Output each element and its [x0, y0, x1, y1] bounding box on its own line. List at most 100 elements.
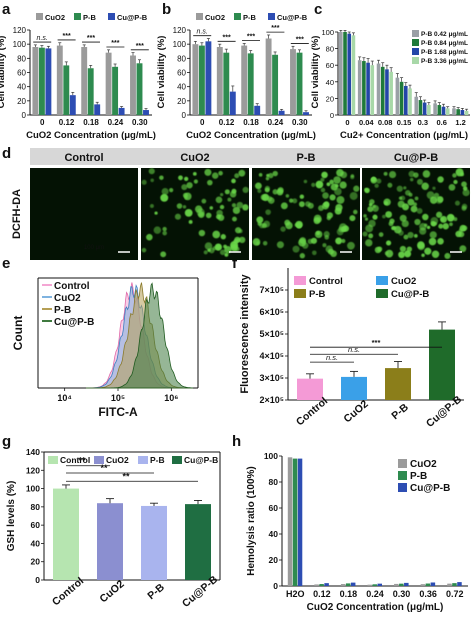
legend-swatch [412, 39, 419, 46]
cell-spot [265, 176, 270, 181]
bar [370, 65, 375, 115]
cell-spot [231, 178, 236, 184]
cell-spot [299, 194, 305, 199]
cell-spot [438, 223, 444, 229]
bar [376, 63, 381, 115]
bar [314, 584, 319, 586]
cell-spot [452, 173, 457, 178]
cell-spot [203, 250, 208, 255]
cell-spot [399, 245, 407, 253]
cell-spot [403, 234, 409, 240]
bar [385, 368, 411, 400]
cell-spot [448, 183, 456, 191]
cell-spot [160, 251, 167, 258]
cell-spot [330, 183, 338, 191]
legend-swatch [138, 456, 148, 464]
cell-spot [149, 204, 154, 208]
panel-f-chart: 2×10⁵ 3×10⁵ 4×10⁵ 5×10⁵ 6×10⁵ 7×10⁵ Control CuO… [239, 268, 464, 430]
legend-swatch [48, 456, 58, 464]
bar [297, 458, 303, 586]
legend-label: P-B [54, 305, 71, 316]
cell-spot [252, 238, 261, 246]
cell-spot [311, 182, 316, 187]
y-tick-label: 140 [26, 447, 40, 457]
bar [460, 110, 465, 115]
cell-spot [232, 206, 241, 215]
legend-label: P-B [150, 455, 165, 465]
cell-spot [192, 171, 197, 176]
cell-spot [233, 239, 239, 245]
cell-spot [204, 242, 213, 250]
cell-spot [398, 196, 403, 200]
legend-swatch [172, 456, 182, 464]
bar [445, 108, 450, 115]
bar [394, 583, 399, 586]
cell-spot [364, 187, 370, 194]
bar [345, 583, 351, 586]
cell-spot [374, 183, 379, 188]
cell-spot [316, 231, 321, 236]
cell-spot [342, 225, 350, 232]
cell-spot [299, 253, 306, 259]
cell-spot [413, 172, 419, 178]
significance-label: *** [296, 36, 304, 43]
significance-label: *** [247, 34, 255, 41]
cell-spot [382, 214, 386, 219]
cell-spot [231, 203, 237, 208]
cell-spot [442, 223, 449, 230]
cell-spot [322, 192, 329, 199]
bar [464, 110, 469, 115]
x-tick-label: 0 [200, 118, 205, 127]
cell-spot [219, 204, 225, 210]
y-tick-label: 20 [269, 555, 279, 565]
legend-swatch [376, 276, 388, 285]
cell-spot [378, 232, 384, 237]
row-label: DCFH-DA [11, 189, 23, 239]
bar [350, 582, 356, 586]
cell-spot [431, 250, 440, 258]
cell-spot [329, 194, 336, 201]
panel-letter-d: d [2, 145, 11, 162]
cell-spot [320, 177, 325, 182]
significance-label: n.s. [348, 345, 360, 354]
cell-spot [198, 229, 206, 237]
cell-spot [336, 168, 344, 177]
x-tick-label: 0.24 [108, 118, 124, 127]
cell-spot [201, 198, 207, 204]
y-tick-label: 100 [26, 484, 40, 494]
bar [112, 66, 119, 115]
panel-b-chart: 0 20 40 60 80 100 120 0 0.12 0.18 0.24 0.30 CuO2 P-B C… [156, 13, 316, 141]
cell-spot [285, 194, 290, 198]
x-tick-label: 0.15 [397, 118, 412, 127]
bar [422, 102, 427, 115]
bar [324, 583, 329, 586]
bar [433, 103, 437, 115]
cell-spot [376, 178, 382, 184]
cell-spot [298, 238, 307, 247]
column-header: Control [64, 152, 103, 164]
cell-spot [393, 225, 402, 234]
bar [254, 105, 261, 115]
cell-spot [385, 240, 392, 246]
bar [404, 582, 409, 586]
cell-spot [414, 196, 419, 201]
bar [141, 505, 167, 580]
panel-letter-g: g [2, 433, 11, 450]
bar [130, 55, 136, 115]
cell-spot [242, 186, 249, 194]
x-tick-label: 0.36 [419, 589, 437, 599]
bar [216, 47, 223, 115]
cell-spot [229, 191, 237, 198]
cell-spot [407, 231, 414, 239]
cell-spot [236, 201, 244, 209]
x-tick-label: 0.12 [59, 118, 75, 127]
y-tick-label: 6×10⁵ [260, 307, 285, 317]
x-tick-label: 0.18 [340, 589, 358, 599]
panel-letter-a: a [2, 1, 11, 18]
panel-letter-c: c [314, 1, 322, 18]
x-tick-label: 0.04 [359, 118, 374, 127]
legend-swatch [294, 276, 306, 285]
x-tick-label: 0.18 [83, 118, 99, 127]
bar [97, 503, 123, 580]
cell-spot [285, 221, 293, 230]
